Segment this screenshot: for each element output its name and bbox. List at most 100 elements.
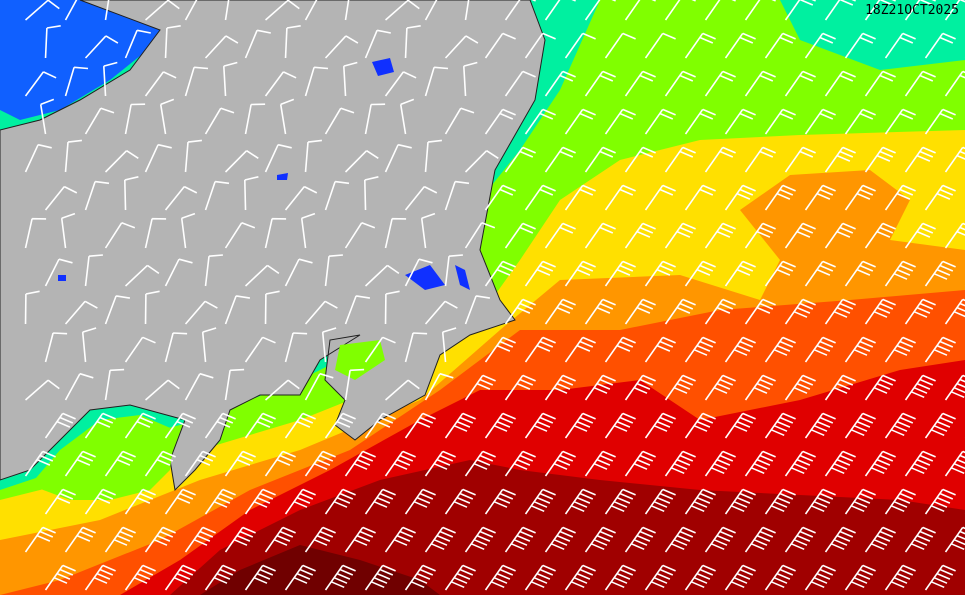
- wind-barb: [944, 374, 965, 401]
- wind-barb: [244, 176, 259, 211]
- wind-barb: [244, 564, 276, 591]
- wind-barb: [944, 450, 965, 477]
- wind-barb: [524, 336, 556, 363]
- wind-barb: [584, 298, 616, 325]
- wind-barb: [644, 488, 676, 515]
- wind-barb: [904, 146, 936, 173]
- wind-barb: [704, 70, 736, 97]
- wind-barb: [944, 298, 965, 325]
- wind-barb: [744, 222, 776, 249]
- wind-barb: [624, 526, 656, 553]
- wind-barb: [484, 488, 516, 515]
- wind-barb: [624, 70, 656, 97]
- wind-barb: [279, 98, 295, 135]
- wind-barb: [524, 260, 556, 287]
- wind-barb: [684, 412, 716, 439]
- wind-barb: [124, 412, 156, 439]
- wind-barb: [564, 564, 596, 591]
- wind-barb: [124, 176, 139, 211]
- wind-barb: [284, 488, 316, 515]
- wind-barb: [164, 488, 196, 515]
- wind-barb: [604, 260, 636, 287]
- wind-barb: [504, 146, 536, 173]
- wind-barb: [944, 222, 965, 249]
- wind-barb: [300, 212, 316, 249]
- wind-barb: [384, 290, 400, 325]
- lake-kasumigaura: [405, 265, 445, 290]
- wind-barb: [844, 108, 876, 135]
- wind-barb: [464, 0, 470, 21]
- wind-barb: [784, 222, 816, 249]
- wind-barb: [444, 564, 476, 591]
- wind-barb: [344, 150, 379, 173]
- wind-barb: [244, 103, 266, 135]
- wind-barb: [144, 379, 180, 401]
- wind-barb: [904, 374, 936, 401]
- wind-barb: [39, 98, 55, 135]
- wind-barb: [664, 298, 696, 325]
- wind-barb: [103, 61, 118, 97]
- wind-barb: [424, 139, 442, 173]
- wind-barb: [764, 260, 796, 287]
- wind-barb: [464, 150, 499, 173]
- wind-barb: [64, 66, 89, 97]
- wind-barb: [764, 108, 796, 135]
- wind-barb: [724, 412, 756, 439]
- wind-barb: [664, 526, 696, 553]
- wind-barb: [284, 185, 318, 211]
- wind-barb: [684, 564, 716, 591]
- wind-barb: [724, 32, 756, 59]
- wind-barb: [264, 450, 296, 477]
- land-mass: [0, 0, 546, 500]
- wind-barb: [784, 374, 816, 401]
- wind-barb: [844, 184, 876, 211]
- wind-barb: [324, 254, 343, 287]
- wind-barb: [724, 260, 756, 287]
- wind-barb: [484, 412, 516, 439]
- wind-barb: [84, 107, 115, 135]
- lake-small: [277, 173, 288, 180]
- wind-barb: [604, 336, 636, 363]
- wind-barb: [744, 0, 776, 21]
- wind-barb: [604, 564, 636, 591]
- wind-barb: [24, 379, 60, 401]
- wind-barb: [404, 25, 421, 59]
- wind-barb: [604, 412, 636, 439]
- wind-barb: [904, 222, 936, 249]
- wind-barb: [104, 0, 110, 21]
- wind-barb: [264, 0, 300, 21]
- wind-barb: [864, 526, 896, 553]
- wind-barb: [344, 368, 365, 401]
- wind-barb: [364, 103, 386, 135]
- wind-barb: [584, 374, 616, 401]
- wind-barb: [364, 488, 396, 515]
- wind-barb: [244, 412, 276, 439]
- wind-barb: [384, 143, 412, 173]
- wind-barb: [184, 66, 209, 97]
- wind-barb: [364, 29, 391, 59]
- wind-barb: [104, 150, 139, 173]
- wind-barb: [124, 29, 151, 59]
- wind-barb: [304, 66, 329, 97]
- wind-barb: [264, 143, 292, 173]
- wind-barb: [664, 450, 696, 477]
- wind-barb: [84, 564, 116, 591]
- wind-barb: [424, 0, 438, 21]
- wind-barb: [804, 260, 836, 287]
- wind-barb: [204, 180, 230, 211]
- wind-barb: [64, 450, 96, 477]
- wind-barb: [884, 564, 916, 591]
- wind-barb: [764, 564, 796, 591]
- wind-barb: [64, 372, 94, 401]
- wind-barb: [904, 70, 936, 97]
- wind-barb: [104, 450, 136, 477]
- zone-level-7: [170, 460, 965, 595]
- wind-barb: [744, 298, 776, 325]
- wind-barb: [664, 70, 696, 97]
- wind-barb: [404, 412, 436, 439]
- wind-barb: [144, 217, 167, 249]
- wind-barb: [64, 0, 78, 21]
- wind-barb: [404, 332, 428, 363]
- wind-barb: [544, 222, 576, 249]
- wind-barb: [504, 374, 536, 401]
